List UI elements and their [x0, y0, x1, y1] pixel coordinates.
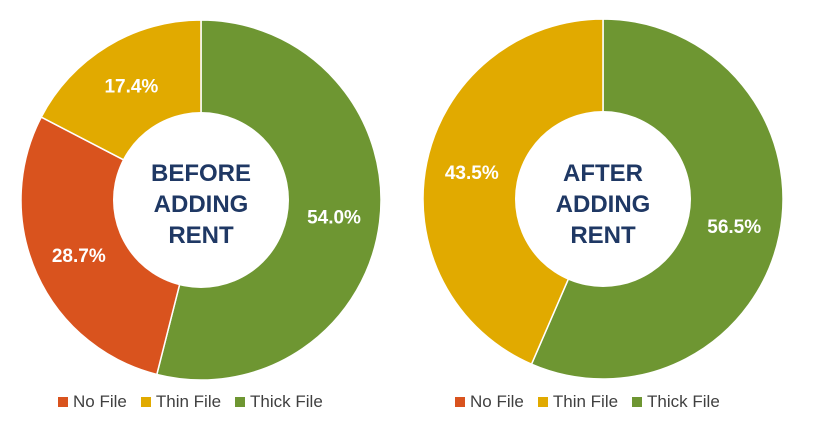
donut-before-svg: BEFORE ADDING RENT 54.0% 28.7% 17.4%: [20, 19, 382, 381]
before-center-label-line-1: BEFORE: [151, 160, 251, 187]
before-slice-labels: 54.0% 28.7% 17.4%: [52, 77, 361, 267]
before-legend: No File Thin File Thick File: [58, 392, 323, 412]
after-legend-thick-file: Thick File: [632, 392, 720, 412]
after-legend-thin-file-label: Thin File: [552, 392, 619, 411]
thin-file-swatch: [140, 397, 151, 407]
before-legend-thin-file: Thin File: [140, 392, 222, 412]
after-legend-no-file-label: No File: [470, 392, 524, 411]
after-legend-no-file: No File: [455, 392, 524, 412]
after-legend: No File Thin File Thick File: [455, 392, 720, 412]
before-donut-hole: [113, 112, 289, 288]
before-legend-no-file: No File: [58, 392, 127, 412]
before-slice-label-thick-file: 54.0%: [307, 208, 361, 229]
thin-file-swatch: [537, 397, 548, 407]
before-center-label-line-3: RENT: [168, 222, 234, 249]
after-center-label-line-1: AFTER: [563, 160, 643, 187]
before-slice-label-no-file: 28.7%: [52, 246, 106, 267]
thick-file-swatch: [235, 397, 246, 407]
after-slice-thin-file: [422, 18, 604, 366]
after-slice-label-thin-file: 43.5%: [445, 163, 499, 184]
before-legend-thin-file-label: Thin File: [155, 392, 222, 411]
after-center-label-line-3: RENT: [570, 222, 636, 249]
after-legend-thin-file: Thin File: [537, 392, 619, 412]
thick-file-swatch: [632, 397, 643, 407]
after-slice-label-thick-file: 56.5%: [707, 217, 761, 238]
donut-chart-after: AFTER ADDING RENT 56.5% 43.5% No File Thi…: [410, 0, 815, 422]
before-slice-label-thin-file: 17.4%: [104, 77, 158, 98]
after-donut-hole: [515, 111, 691, 287]
after-slice-labels: 56.5% 43.5%: [445, 163, 761, 238]
before-center-label-line-2: ADDING: [154, 191, 249, 218]
before-legend-no-file-label: No File: [73, 392, 127, 411]
after-legend-thick-file-label: Thick File: [647, 392, 720, 411]
donut-chart-before: BEFORE ADDING RENT 54.0% 28.7% 17.4% No Fi…: [0, 0, 400, 422]
no-file-swatch: [455, 397, 465, 407]
before-legend-thick-file-label: Thick File: [250, 392, 323, 411]
after-center-label-line-2: ADDING: [556, 191, 651, 218]
donut-after-svg: AFTER ADDING RENT 56.5% 43.5%: [422, 18, 784, 380]
before-legend-thick-file: Thick File: [235, 392, 323, 412]
no-file-swatch: [58, 397, 68, 407]
